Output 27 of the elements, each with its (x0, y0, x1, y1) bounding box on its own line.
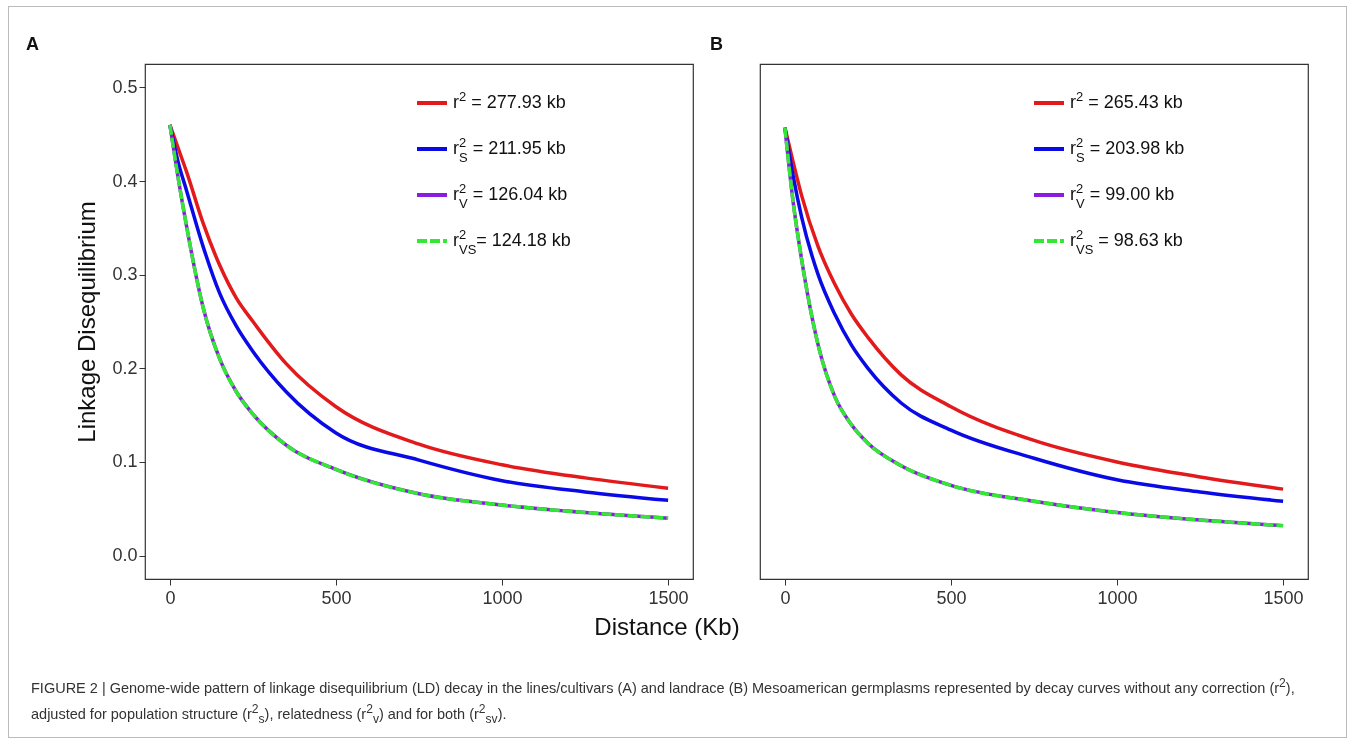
legend-label: r$^{2}$$_{V}$ = 126.04 kb (453, 180, 568, 211)
x-tick-label: 1000 (1097, 587, 1138, 608)
chart-title: B (710, 34, 723, 54)
x-axis-title: Distance (Kb) (594, 612, 740, 640)
legend-label: r$^{2}$$_{VS}$ = 98.63 kb (1070, 226, 1183, 257)
x-tick-label: 0 (780, 587, 791, 608)
legend-label: r$^{2}$ = 265.43 kb (1070, 88, 1183, 112)
x-tick-label: 500 (321, 587, 352, 608)
text: FIGURE 2 | Genome-wide pattern of linkage disequilibrium (LD) decay in the lines/cultivars (A) and landrace (B) Mesoamerican germplasms represented by decay curves without any correction (r$^{2}$), adjusted for population structure (r$^{2}$$_{s}$), relatedness (r$^{2}$$_{v}$) and for both (r$^{2}$$_{sv}$). (31, 676, 1295, 726)
x-tick-label: 1500 (1263, 587, 1304, 608)
y-axis-title: Linkage Disequilibrium (73, 201, 101, 443)
legend-label: r$^{2}$$_{S}$ = 211.95 kb (453, 134, 566, 165)
legend-label: r$^{2}$ = 277.93 kb (453, 88, 566, 112)
y-tick-label: 0.3 (112, 264, 138, 285)
x-tick-label: 1500 (648, 587, 689, 608)
x-tick-label: 0 (165, 587, 176, 608)
y-tick-label: 0.2 (112, 357, 138, 378)
chart-title: A (25, 34, 39, 54)
x-tick-label: 1000 (482, 587, 523, 608)
legend-label: r$^{2}$$_{V}$ = 99.00 kb (1070, 180, 1175, 211)
y-tick-label: 0.1 (112, 451, 138, 472)
x-tick-label: 500 (936, 587, 967, 608)
y-tick-label: 0.4 (112, 170, 138, 191)
legend-label: r$^{2}$$_{S}$ = 203.98 kb (1070, 134, 1185, 165)
legend-label: r$^{2}$$_{VS}$= 124.18 kb (453, 226, 571, 257)
y-tick-label: 0.5 (112, 76, 138, 97)
y-tick-label: 0.0 (112, 545, 138, 566)
